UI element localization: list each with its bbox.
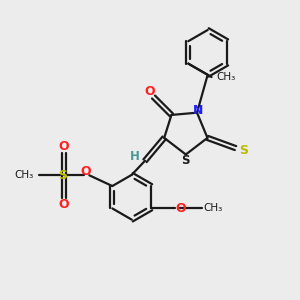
Text: O: O (58, 198, 69, 211)
Text: N: N (193, 104, 204, 117)
Text: CH₃: CH₃ (15, 170, 34, 180)
Text: H: H (130, 150, 140, 163)
Text: CH₃: CH₃ (216, 72, 235, 82)
Text: O: O (144, 85, 155, 98)
Text: O: O (80, 165, 91, 178)
Text: O: O (176, 202, 186, 215)
Text: S: S (182, 154, 190, 167)
Text: S: S (58, 169, 67, 182)
Text: S: S (239, 145, 248, 158)
Text: CH₃: CH₃ (203, 203, 223, 213)
Text: O: O (58, 140, 69, 153)
